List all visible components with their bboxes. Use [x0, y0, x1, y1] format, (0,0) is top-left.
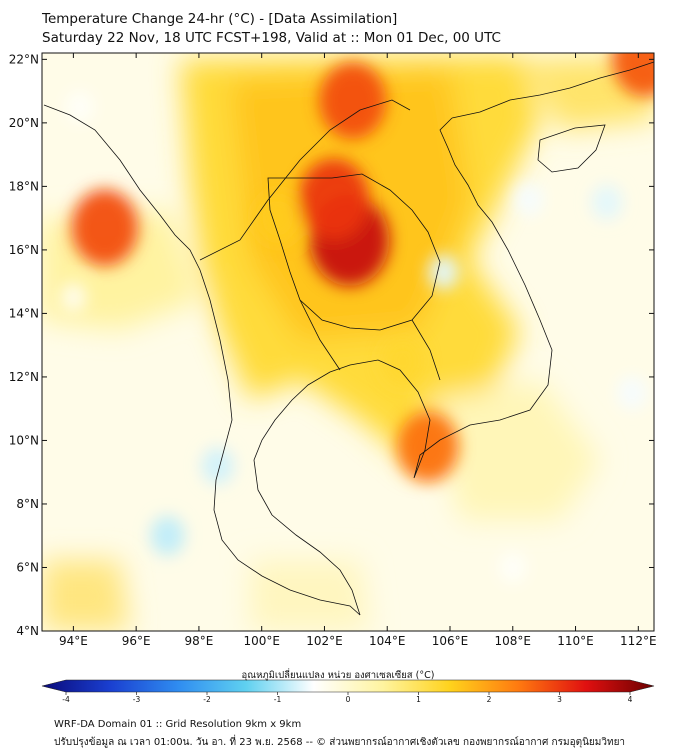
field-layer — [42, 53, 654, 631]
colorbar-tick-label: -1 — [274, 695, 282, 704]
lat-label: 16°N — [9, 243, 39, 257]
southwest-warm-corner — [42, 560, 130, 631]
gulf-and-indochina-coast — [253, 117, 553, 616]
anomaly-gulf-of-tonkin-ne — [612, 53, 654, 97]
lon-label: 100°E — [243, 634, 280, 648]
coastlines — [43, 61, 654, 616]
lat-label: 8°N — [16, 497, 39, 511]
anomaly-laos-vietnam-border — [428, 254, 460, 290]
northern-border — [199, 99, 411, 261]
footer-model-info: WRF-DA Domain 01 :: Grid Resolution 9km … — [54, 719, 302, 730]
lat-label: 10°N — [9, 433, 39, 447]
anomaly-myanmar-west-coast — [71, 189, 139, 267]
lon-label: 110°E — [557, 634, 594, 648]
hainan-island — [537, 124, 606, 173]
lat-label: 12°N — [9, 370, 39, 384]
colorbar-tick-label: 1 — [416, 695, 421, 704]
lat-label: 22°N — [9, 52, 39, 66]
anomaly-mekong-delta — [397, 411, 459, 483]
lon-label: 94°E — [59, 634, 88, 648]
lon-label: 106°E — [432, 634, 469, 648]
chart-title: Temperature Change 24-hr (°C) - [Data As… — [42, 11, 398, 27]
anomaly-bay-of-bengal-north — [66, 91, 94, 123]
anomaly-gulf-of-tonkin — [514, 182, 543, 216]
lat-label: 14°N — [9, 306, 39, 320]
anomaly-central-thailand — [254, 192, 300, 245]
anomaly-south-china-sea-south — [499, 551, 527, 584]
footer-update-info: ปรับปรุงข้อมูล ณ เวลา 01:00น. วัน อา. ที… — [54, 737, 626, 748]
colorbar-tick-label: 3 — [557, 695, 562, 704]
colorbar-tick-label: 0 — [346, 695, 351, 704]
anomaly-cambodia — [382, 337, 424, 385]
axis-ticks: 22°N 20°N 18°N 16°N 14°N 12°N 10°N 8°N 6°N 4°N 94°… — [9, 52, 657, 648]
west-coastline — [43, 104, 361, 616]
colorbar-title: อุณหภูมิเปลี่ยนแปลง หน่วย องศาเซลเซียส (… — [241, 670, 435, 681]
lon-label: 112°E — [620, 634, 657, 648]
lon-label: 102°E — [306, 634, 343, 648]
interior-borders — [299, 299, 441, 381]
anomaly-southern-thailand-west — [201, 447, 235, 485]
chart-subtitle: Saturday 22 Nov, 18 UTC FCST+198, Valid … — [42, 30, 501, 46]
colorbar: -4 -3 -2 -1 0 1 2 3 4 — [41, 679, 655, 704]
south-china-coast — [451, 61, 654, 119]
colorbar-tick-label: 4 — [628, 695, 633, 704]
plot-frame — [41, 52, 655, 632]
anomaly-south-china-sea-east — [617, 376, 647, 410]
lat-label: 20°N — [9, 116, 39, 130]
lon-label: 108°E — [495, 634, 532, 648]
colorbar-tick-label: -3 — [133, 695, 141, 704]
south-china-sea-warm — [430, 380, 600, 520]
lon-label: 98°E — [184, 634, 213, 648]
colorbar-tick-label: 2 — [487, 695, 492, 704]
anomaly-northern-laos — [319, 62, 387, 139]
anomaly-andaman-sea — [150, 515, 185, 556]
colorbar-ticks: -4 -3 -2 -1 0 1 2 3 4 — [62, 692, 633, 704]
anomaly-bay-of-bengal-south — [60, 282, 87, 313]
anomaly-blobs — [60, 53, 654, 584]
malaya-warm — [250, 560, 370, 631]
colorbar-tick-label: -2 — [203, 695, 211, 704]
lon-label: 96°E — [122, 634, 151, 648]
lat-label: 18°N — [9, 179, 39, 193]
lon-label: 104°E — [369, 634, 406, 648]
anomaly-south-china-sea-ne — [591, 184, 623, 220]
lat-label: 4°N — [16, 624, 39, 638]
anomaly-northeast-thailand-north — [298, 158, 370, 240]
lat-label: 6°N — [16, 560, 39, 574]
colorbar-tick-label: -4 — [62, 695, 70, 704]
